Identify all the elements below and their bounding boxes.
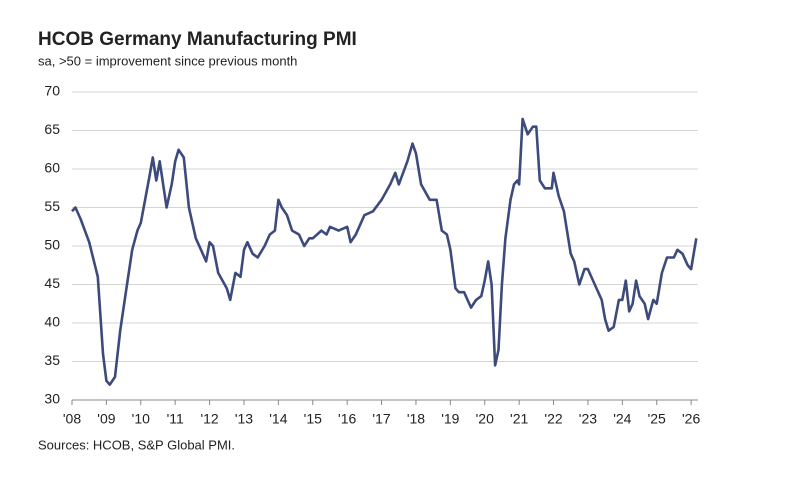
- x-tick-label: '15: [304, 411, 322, 427]
- x-tick-label: '21: [510, 411, 528, 427]
- x-tick-label: '16: [338, 411, 356, 427]
- y-tick-label: 30: [44, 391, 60, 407]
- y-tick-label: 60: [44, 160, 60, 176]
- x-tick-label: '25: [648, 411, 666, 427]
- x-tick-label: '14: [269, 411, 287, 427]
- x-tick-label: '18: [407, 411, 425, 427]
- x-tick-label: '08: [63, 411, 81, 427]
- x-tick-label: '13: [235, 411, 253, 427]
- x-tick-label: '23: [579, 411, 597, 427]
- y-tick-label: 35: [44, 352, 60, 368]
- y-tick-label: 45: [44, 275, 60, 291]
- x-tick-label: '11: [167, 411, 184, 427]
- chart-title: HCOB Germany Manufacturing PMI: [38, 29, 357, 50]
- y-tick-label: 55: [44, 198, 60, 214]
- source-note: Sources: HCOB, S&P Global PMI.: [38, 437, 235, 452]
- x-tick-label: '20: [476, 411, 494, 427]
- x-tick-label: '19: [441, 411, 459, 427]
- x-tick-label: '24: [613, 411, 631, 427]
- y-tick-label: 40: [44, 314, 60, 330]
- y-tick-label: 70: [44, 83, 60, 99]
- x-tick-label: '10: [132, 411, 150, 427]
- x-tick-label: '22: [544, 411, 562, 427]
- x-tick-label: '12: [200, 411, 218, 427]
- x-tick-label: '17: [372, 411, 390, 427]
- chart-subtitle: sa, >50 = improvement since previous mon…: [38, 53, 297, 68]
- y-tick-label: 65: [44, 121, 60, 137]
- x-tick-label: '09: [97, 411, 115, 427]
- x-tick-label: '26: [682, 411, 700, 427]
- y-tick-label: 50: [44, 237, 60, 253]
- pmi-line: [71, 117, 698, 386]
